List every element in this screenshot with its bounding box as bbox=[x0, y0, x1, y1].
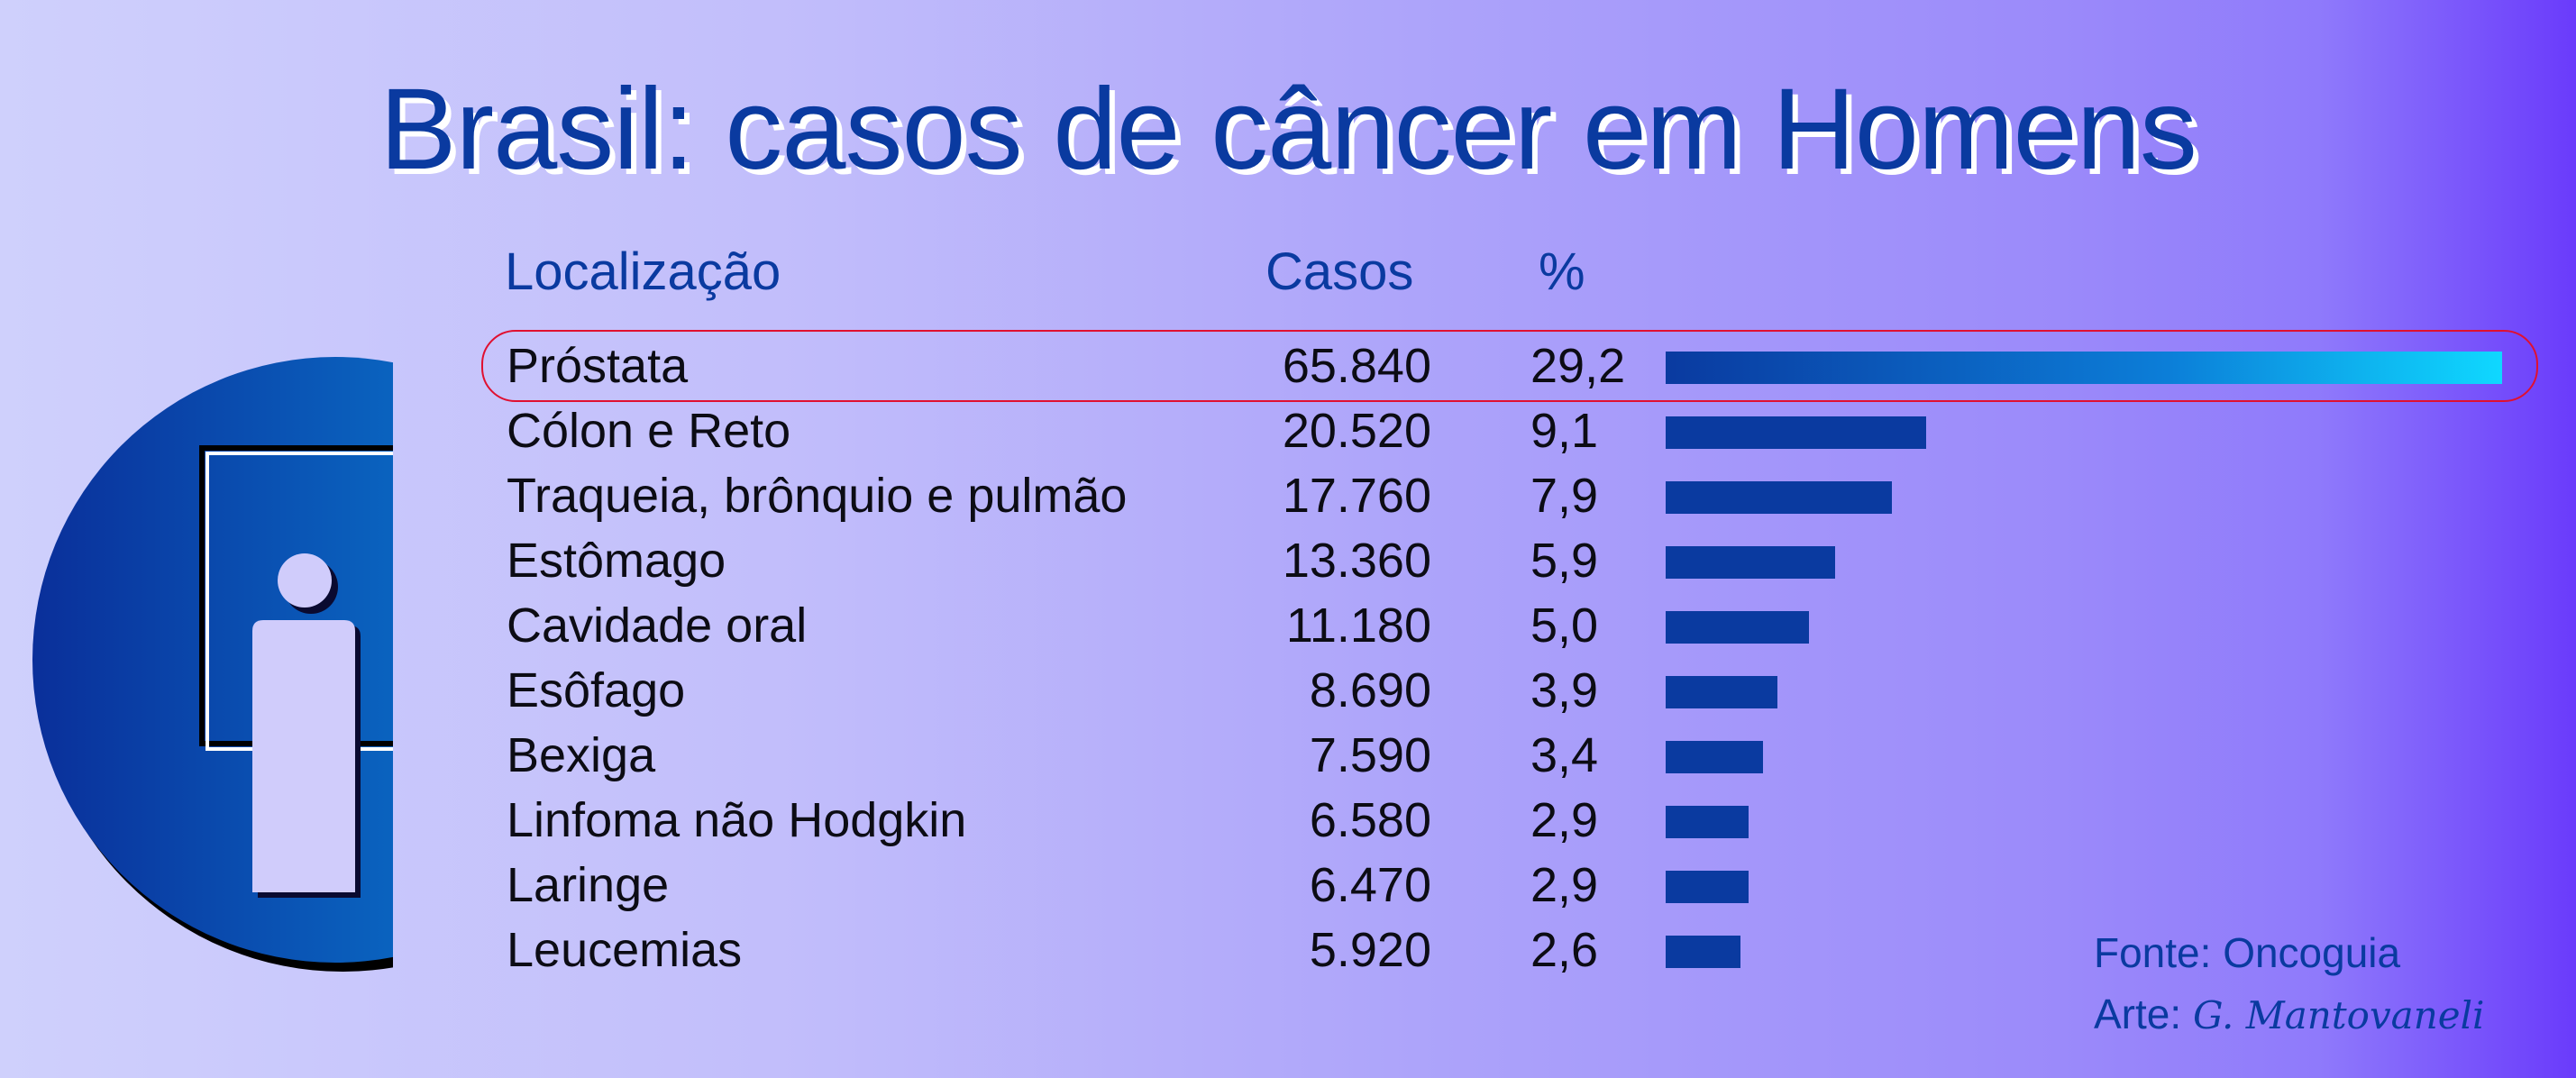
percent-bar bbox=[1666, 806, 1749, 838]
row-localizacao: Estômago bbox=[507, 534, 726, 588]
row-localizacao: Bexiga bbox=[507, 728, 656, 782]
table-row: Esôfago 8.690 3,9 bbox=[0, 658, 2576, 723]
table-row: Cavidade oral 11.180 5,0 bbox=[0, 593, 2576, 658]
row-localizacao: Cavidade oral bbox=[507, 598, 808, 653]
row-casos: 6.470 bbox=[1309, 858, 1431, 912]
row-localizacao: Traqueia, brônquio e pulmão bbox=[507, 469, 1128, 523]
table-row: Traqueia, brônquio e pulmão 17.760 7,9 bbox=[0, 463, 2576, 528]
row-percent: 3,9 bbox=[1530, 663, 1599, 717]
percent-bar bbox=[1666, 936, 1740, 968]
percent-bar bbox=[1666, 481, 1892, 514]
table-row: Próstata 65.840 29,2 bbox=[0, 333, 2576, 398]
row-casos: 6.580 bbox=[1309, 793, 1431, 847]
row-percent: 3,4 bbox=[1530, 728, 1599, 782]
row-percent: 2,9 bbox=[1530, 793, 1599, 847]
credit-name: G. Mantovaneli bbox=[2192, 993, 2485, 1037]
credit-label: Arte: bbox=[2094, 991, 2193, 1037]
row-percent: 7,9 bbox=[1530, 469, 1599, 523]
row-casos: 20.520 bbox=[1282, 404, 1431, 458]
row-percent: 5,0 bbox=[1530, 598, 1599, 653]
table-row: Estômago 13.360 5,9 bbox=[0, 528, 2576, 593]
row-casos: 5.920 bbox=[1309, 923, 1431, 977]
row-localizacao: Próstata bbox=[507, 339, 689, 393]
row-localizacao: Esôfago bbox=[507, 663, 686, 717]
highlight-outline bbox=[481, 330, 2538, 402]
chart-title: Brasil: casos de câncer em Homens bbox=[379, 65, 2197, 194]
row-percent: 2,9 bbox=[1530, 858, 1599, 912]
column-header-localizacao: Localização bbox=[505, 242, 781, 301]
column-header-percent: % bbox=[1539, 242, 1585, 301]
row-localizacao: Linfoma não Hodgkin bbox=[507, 793, 967, 847]
row-percent: 9,1 bbox=[1530, 404, 1599, 458]
table-row: Bexiga 7.590 3,4 bbox=[0, 723, 2576, 788]
percent-bar bbox=[1666, 352, 2502, 384]
row-localizacao: Laringe bbox=[507, 858, 670, 912]
percent-bar bbox=[1666, 546, 1835, 579]
row-localizacao: Cólon e Reto bbox=[507, 404, 791, 458]
row-localizacao: Leucemias bbox=[507, 923, 743, 977]
percent-bar bbox=[1666, 676, 1777, 708]
row-casos: 8.690 bbox=[1309, 663, 1431, 717]
row-percent: 5,9 bbox=[1530, 534, 1599, 588]
row-casos: 65.840 bbox=[1282, 339, 1431, 393]
table-row: Cólon e Reto 20.520 9,1 bbox=[0, 398, 2576, 463]
row-casos: 11.180 bbox=[1285, 598, 1431, 653]
table-row: Laringe 6.470 2,9 bbox=[0, 853, 2576, 918]
row-casos: 13.360 bbox=[1282, 534, 1431, 588]
row-percent: 2,6 bbox=[1530, 923, 1599, 977]
percent-bar bbox=[1666, 611, 1809, 644]
table-row: Leucemias 5.920 2,6 bbox=[0, 918, 2576, 982]
percent-bar bbox=[1666, 416, 1926, 449]
male-figure-icon bbox=[0, 0, 393, 1078]
credit-note: Arte: G. Mantovaneli bbox=[2094, 990, 2485, 1038]
column-header-casos: Casos bbox=[1265, 242, 1414, 301]
row-casos: 17.760 bbox=[1282, 469, 1431, 523]
percent-bar bbox=[1666, 741, 1763, 773]
row-percent: 29,2 bbox=[1530, 339, 1626, 393]
source-note: Fonte: Oncoguia bbox=[2094, 929, 2401, 976]
table-row: Linfoma não Hodgkin 6.580 2,9 bbox=[0, 788, 2576, 853]
row-casos: 7.590 bbox=[1309, 728, 1431, 782]
percent-bar bbox=[1666, 871, 1749, 903]
